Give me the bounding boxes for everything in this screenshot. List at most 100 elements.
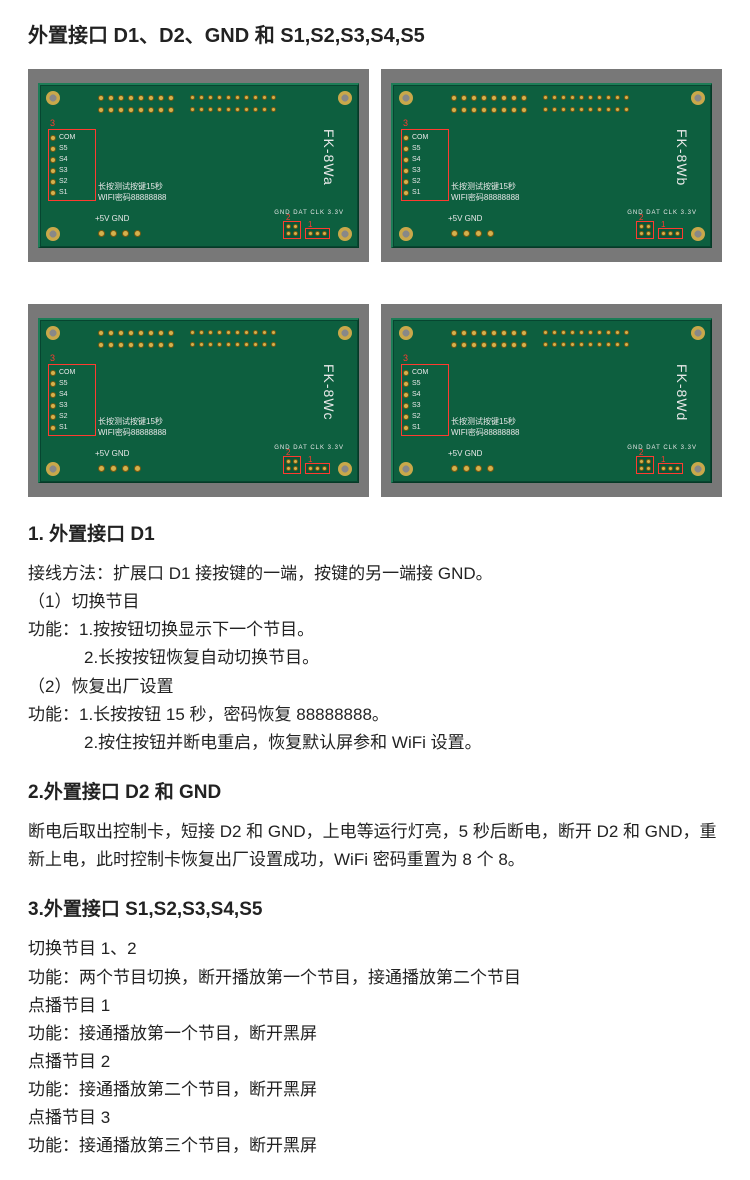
pin-label: S5 — [59, 380, 68, 387]
pad-row — [451, 330, 527, 336]
pad-row — [543, 107, 629, 112]
pin-label: S1 — [59, 424, 68, 431]
text-line: 2.按住按钮并断电重启，恢复默认屏参和 WiFi 设置。 — [28, 729, 722, 757]
pin-label: S4 — [412, 391, 421, 398]
pcb-silk-text: 长按测试按键15秒 WIFI密码88888888 — [98, 416, 166, 438]
highlight-box-3: 3 COM S5 S4 S3 S2 S1 — [401, 364, 449, 436]
pcb-board: 3 COM S5 S4 S3 S2 S1 长按测试按键15秒 WIFI密码888… — [391, 83, 712, 248]
pin-label: COM — [59, 134, 75, 141]
pad-row — [451, 107, 527, 113]
mount-hole-icon — [399, 91, 413, 105]
power-label: +5V GND — [95, 212, 129, 225]
text-line: （1）切换节目 — [28, 588, 722, 616]
side-connector: 3 COM S5 S4 S3 S2 S1 — [401, 364, 449, 436]
text-line: 功能：1.长按按钮 15 秒，密码恢复 88888888。 — [28, 701, 722, 729]
text-line: 功能：接通播放第二个节目，断开黑屏 — [28, 1076, 722, 1104]
text-line: 功能：1.按按钮切换显示下一个节目。 — [28, 616, 722, 644]
text-line: 点播节目 2 — [28, 1048, 722, 1076]
pin-label: S1 — [412, 189, 421, 196]
power-label: +5V GND — [448, 447, 482, 460]
box-number: 1 — [661, 453, 665, 466]
power-label: +5V GND — [95, 447, 129, 460]
mount-hole-icon — [399, 227, 413, 241]
section1-title: 1. 外置接口 D1 — [28, 519, 722, 550]
pin-label: S2 — [412, 178, 421, 185]
pad-row — [190, 95, 276, 100]
highlight-box-2: 2 — [283, 456, 301, 474]
pin-label: S5 — [412, 380, 421, 387]
main-title: 外置接口 D1、D2、GND 和 S1,S2,S3,S4,S5 — [28, 20, 722, 53]
pin-label: S1 — [59, 189, 68, 196]
mount-hole-icon — [691, 462, 705, 476]
text-line: 点播节目 3 — [28, 1104, 722, 1132]
side-connector: 3 COM S5 S4 S3 S2 S1 — [48, 129, 96, 201]
bottom-right-group: 2 1 — [636, 456, 683, 474]
pin-label: S3 — [59, 402, 68, 409]
section2-body: 断电后取出控制卡，短接 D2 和 GND，上电等运行灯亮，5 秒后断电，断开 D… — [28, 818, 722, 874]
text-line: 切换节目 1、2 — [28, 935, 722, 963]
bottom-right-group: 2 1 — [636, 221, 683, 239]
model-label: FK-8Wc — [317, 364, 340, 421]
pad-row — [98, 95, 174, 101]
pad-row — [190, 107, 276, 112]
mount-hole-icon — [338, 326, 352, 340]
pcb-silk-text: 长按测试按键15秒 WIFI密码88888888 — [451, 416, 519, 438]
box-number: 3 — [50, 351, 55, 366]
pcb-silk-text: 长按测试按键15秒 WIFI密码88888888 — [451, 181, 519, 203]
mount-hole-icon — [46, 91, 60, 105]
mount-hole-icon — [691, 91, 705, 105]
highlight-box-1: 1 — [305, 228, 330, 239]
mount-hole-icon — [46, 462, 60, 476]
text-line: 2.长按按钮恢复自动切换节目。 — [28, 644, 722, 672]
text-line: 接线方法：扩展口 D1 接按键的一端，按键的另一端接 GND。 — [28, 560, 722, 588]
pad-row — [190, 330, 276, 335]
box-number: 2 — [639, 446, 643, 459]
power-pads — [451, 230, 494, 237]
box-number: 2 — [286, 211, 290, 224]
power-pads — [451, 465, 494, 472]
pad-row — [98, 107, 174, 113]
box-number: 2 — [286, 446, 290, 459]
pad-row — [98, 342, 174, 348]
power-pads — [98, 465, 141, 472]
mount-hole-icon — [338, 227, 352, 241]
board-frame: 3 COM S5 S4 S3 S2 S1 长按测试按键15秒 WIFI密码888… — [28, 69, 369, 262]
pad-row — [190, 342, 276, 347]
pin-label: COM — [59, 369, 75, 376]
pin-label: S4 — [412, 156, 421, 163]
model-label: FK-8Wd — [670, 364, 693, 421]
box-number: 1 — [308, 218, 312, 231]
highlight-box-1: 1 — [658, 228, 683, 239]
pcb-board: 3 COM S5 S4 S3 S2 S1 长按测试按键15秒 WIFI密码888… — [391, 318, 712, 483]
pin-label: S4 — [59, 156, 68, 163]
pin-label: S3 — [412, 167, 421, 174]
mount-hole-icon — [691, 326, 705, 340]
section3-body: 切换节目 1、2 功能：两个节目切换，断开播放第一个节目，接通播放第二个节目 点… — [28, 935, 722, 1159]
highlight-box-1: 1 — [305, 463, 330, 474]
mount-hole-icon — [46, 227, 60, 241]
pin-label: COM — [412, 369, 428, 376]
pad-row — [543, 330, 629, 335]
box-number: 3 — [50, 116, 55, 131]
pin-label: S3 — [412, 402, 421, 409]
power-label: +5V GND — [448, 212, 482, 225]
pad-row — [451, 95, 527, 101]
text-line: 点播节目 1 — [28, 992, 722, 1020]
mount-hole-icon — [338, 91, 352, 105]
side-connector: 3 COM S5 S4 S3 S2 S1 — [48, 364, 96, 436]
text-line: 功能：两个节目切换，断开播放第一个节目，接通播放第二个节目 — [28, 964, 722, 992]
box-number: 2 — [639, 211, 643, 224]
model-label: FK-8Wa — [317, 129, 340, 186]
text-line: 功能：接通播放第三个节目，断开黑屏 — [28, 1132, 722, 1160]
pin-label: S5 — [59, 145, 68, 152]
mount-hole-icon — [399, 326, 413, 340]
mount-hole-icon — [46, 326, 60, 340]
board-grid: 3 COM S5 S4 S3 S2 S1 长按测试按键15秒 WIFI密码888… — [28, 69, 722, 497]
pin-label: S2 — [412, 413, 421, 420]
pin-label: S1 — [412, 424, 421, 431]
box-number: 1 — [308, 453, 312, 466]
side-connector: 3 COM S5 S4 S3 S2 S1 — [401, 129, 449, 201]
highlight-box-2: 2 — [283, 221, 301, 239]
text-line: 功能：接通播放第一个节目，断开黑屏 — [28, 1020, 722, 1048]
board-frame: 3 COM S5 S4 S3 S2 S1 长按测试按键15秒 WIFI密码888… — [381, 304, 722, 497]
